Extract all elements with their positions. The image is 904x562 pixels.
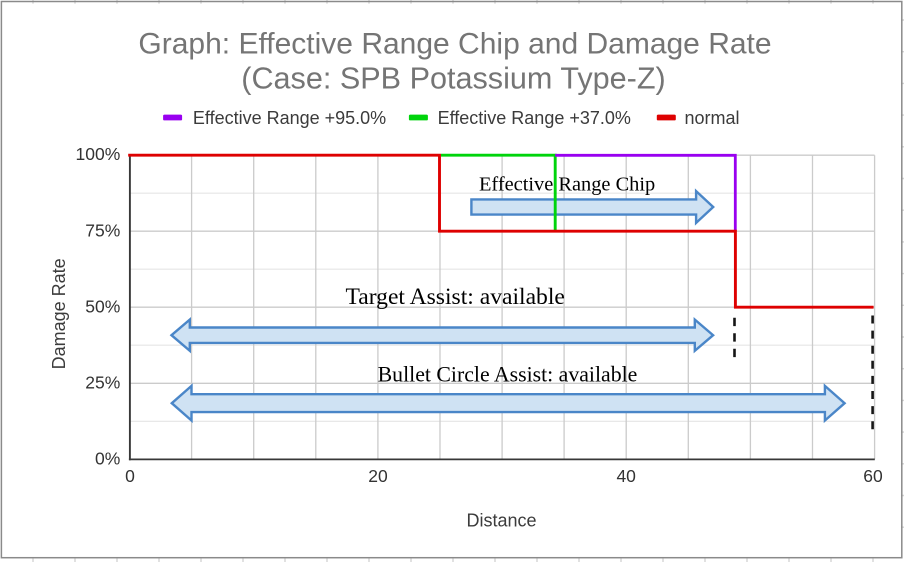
svg-text:Target Assist: available: Target Assist: available [346, 284, 565, 310]
svg-text:Effective Range Chip: Effective Range Chip [479, 174, 655, 196]
svg-text:50%: 50% [85, 296, 120, 316]
svg-text:normal: normal [685, 108, 740, 128]
svg-text:25%: 25% [85, 373, 120, 393]
svg-text:100%: 100% [76, 144, 121, 164]
svg-text:Effective Range +95.0%: Effective Range +95.0% [193, 108, 386, 128]
svg-text:(Case: SPB Potassium Type-Z): (Case: SPB Potassium Type-Z) [241, 61, 666, 95]
svg-text:60: 60 [863, 466, 883, 486]
svg-text:0: 0 [125, 466, 135, 486]
svg-text:Bullet Circle Assist: availabl: Bullet Circle Assist: available [378, 363, 638, 387]
svg-text:Effective Range +37.0%: Effective Range +37.0% [438, 108, 631, 128]
svg-text:Distance: Distance [466, 511, 536, 531]
svg-text:Graph: Effective Range Chip an: Graph: Effective Range Chip and Damage R… [138, 28, 771, 61]
svg-text:20: 20 [368, 466, 388, 486]
svg-text:75%: 75% [85, 220, 120, 240]
svg-text:40: 40 [616, 466, 636, 486]
svg-text:Damage Rate: Damage Rate [49, 258, 69, 369]
svg-text:0%: 0% [95, 449, 120, 469]
